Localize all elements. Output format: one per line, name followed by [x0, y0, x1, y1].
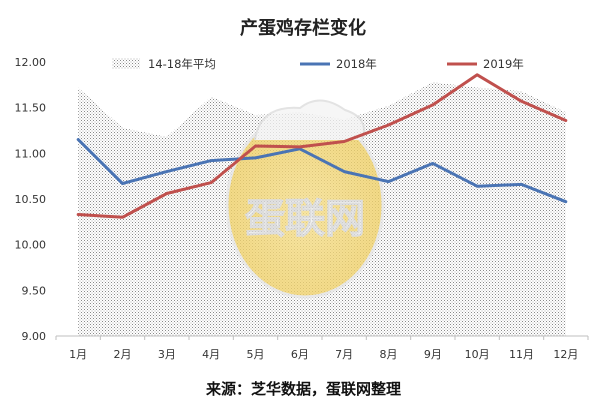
x-tick-label: 4月	[202, 348, 220, 361]
y-tick-label: 10.00	[15, 239, 47, 252]
legend-label: 14-18年平均	[148, 57, 216, 71]
x-tick-label: 3月	[158, 348, 176, 361]
y-tick-label: 12.00	[15, 56, 47, 69]
y-tick-label: 9.50	[22, 284, 47, 297]
chart-title: 产蛋鸡存栏变化	[240, 17, 366, 39]
line-chart: 产蛋鸡存栏变化 14-18年平均 2018年 2019年 蛋联网 9.00 9.50 1…	[15, 17, 589, 361]
watermark-logo: 蛋联网	[225, 99, 385, 299]
legend: 14-18年平均 2018年 2019年	[112, 57, 524, 71]
legend-label: 2019年	[483, 57, 524, 71]
x-tick-label: 10月	[465, 348, 490, 361]
watermark-text: 蛋联网	[245, 196, 365, 242]
legend-label: 2018年	[336, 57, 377, 71]
y-tick-label: 11.00	[15, 147, 47, 160]
y-tick-label: 10.50	[15, 193, 47, 206]
x-tick-label: 11月	[509, 348, 534, 361]
source-note: 来源：芝华数据，蛋联网整理	[205, 379, 401, 398]
x-tick-label: 5月	[247, 348, 265, 361]
x-tick-label: 7月	[335, 348, 353, 361]
x-tick-label: 12月	[553, 348, 578, 361]
x-tick-label: 6月	[291, 348, 309, 361]
series-lines-layer	[76, 73, 568, 219]
y-tick-label: 11.50	[15, 102, 47, 115]
x-tick-label: 8月	[380, 348, 398, 361]
axes: 9.00 9.50 10.00 10.50 11.00 11.50 12.00 1月 2月 3月 4…	[15, 56, 589, 361]
x-tick-label: 9月	[424, 348, 442, 361]
x-tick-label: 1月	[69, 348, 87, 361]
series-line-2019	[76, 73, 568, 219]
series-line-2018	[76, 138, 568, 204]
legend-swatch-average	[112, 58, 140, 69]
y-tick-label: 9.00	[22, 330, 47, 343]
x-tick-label: 2月	[114, 348, 132, 361]
